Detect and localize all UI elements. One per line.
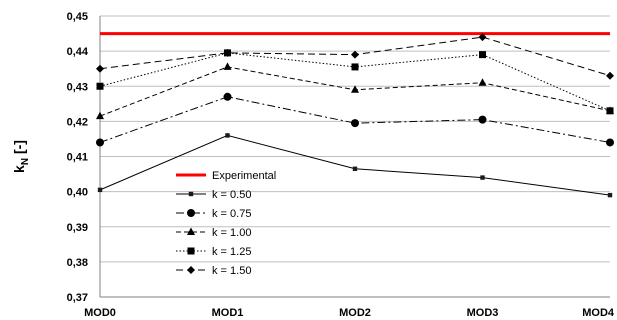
legend-marker-1 [188, 191, 194, 197]
x-tick-label: MOD4 [582, 307, 615, 319]
legend-label-4: k = 1.25 [212, 246, 251, 258]
series-2-point [606, 138, 614, 147]
series-5-point [223, 48, 232, 57]
series-3-point [223, 62, 232, 70]
series-line-2 [99, 96, 611, 143]
legend-marker-2 [187, 209, 195, 217]
series-4-point [606, 107, 614, 115]
series-4-point [96, 82, 104, 90]
series-3-point [351, 85, 359, 93]
series-5-point [351, 50, 359, 59]
y-tick-label: 0,37 [67, 292, 88, 304]
y-tick-label: 0,38 [67, 257, 88, 269]
y-tick-label: 0,44 [67, 46, 89, 58]
series-line-4 [99, 52, 611, 112]
series-5-point [478, 33, 487, 42]
series-1-point [352, 166, 358, 171]
series-3-point [478, 78, 487, 86]
y-tick-label: 0,41 [67, 152, 88, 164]
series-2-point [223, 92, 232, 101]
series-4-point [351, 63, 359, 71]
series-2-point [351, 119, 359, 128]
y-tick-label: 0,39 [67, 222, 88, 234]
y-axis-label: kN [-] [11, 140, 31, 173]
y-tick-label: 0,43 [67, 81, 88, 93]
legend-label-5: k = 1.50 [212, 265, 251, 277]
legend-label-2: k = 0.75 [212, 208, 251, 220]
series-2-point [478, 115, 487, 124]
y-tick-label: 0,42 [67, 116, 88, 128]
legend-marker-3 [187, 227, 195, 235]
series-2-point [96, 138, 104, 147]
legend-marker-4 [187, 247, 195, 255]
series-1-point [225, 133, 230, 138]
series-1-point [607, 192, 613, 198]
y-axis-label-main: k [11, 165, 27, 173]
x-tick-label: MOD3 [467, 307, 499, 319]
x-tick-label: MOD0 [84, 307, 116, 319]
y-axis-label-subscript: N [20, 158, 31, 165]
legend-label-1: k = 0.50 [212, 189, 251, 201]
series-5-point [606, 71, 614, 80]
y-axis-label-unit: [-] [11, 140, 27, 158]
series-4-point [479, 51, 486, 59]
x-tick-label: MOD2 [339, 307, 371, 319]
x-tick-label: MOD1 [212, 307, 244, 319]
series-1-point [480, 175, 485, 180]
series-5-point [96, 64, 104, 73]
legend-label-3: k = 1.00 [212, 227, 251, 239]
legend-marker-5 [187, 266, 195, 274]
series-3-point [96, 111, 104, 120]
y-tick-label: 0,45 [67, 11, 88, 23]
series-line-1 [99, 134, 611, 196]
legend-label-experimental: Experimental [212, 170, 276, 182]
y-tick-label: 0,40 [67, 187, 88, 199]
series-1-point [97, 187, 103, 193]
